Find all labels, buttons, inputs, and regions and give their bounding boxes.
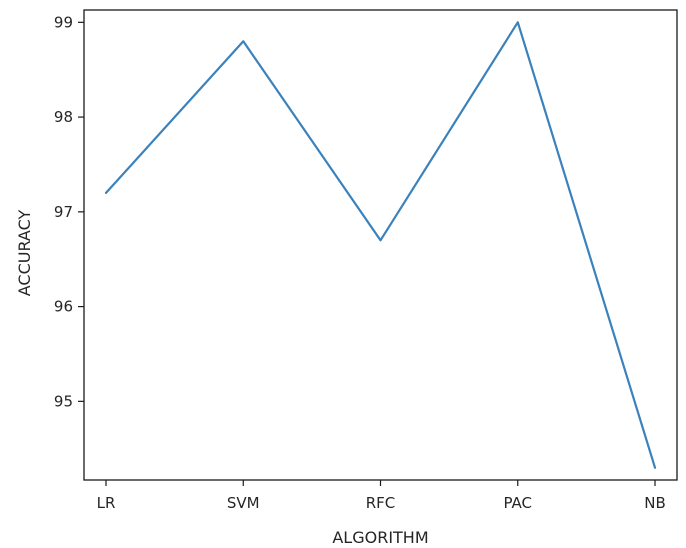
- y-axis-ticks: 95 96 97 98 99: [54, 13, 84, 410]
- y-tick-label: 98: [54, 108, 73, 126]
- x-axis-ticks: LR SVM RFC PAC NB: [97, 480, 666, 512]
- series-line-accuracy: [104, 21, 657, 469]
- x-tick-label: PAC: [503, 494, 532, 512]
- x-tick-label: NB: [644, 494, 666, 512]
- y-tick-label: 97: [54, 203, 73, 221]
- x-tick-label: LR: [97, 494, 116, 512]
- y-tick-label: 95: [54, 392, 73, 410]
- y-axis-label: ACCURACY: [15, 210, 34, 297]
- x-axis-label: ALGORITHM: [332, 528, 428, 547]
- y-tick-label: 99: [54, 13, 73, 31]
- x-tick-label: SVM: [227, 494, 260, 512]
- plot-frame: [83, 9, 678, 481]
- y-tick-label: 96: [54, 298, 73, 316]
- x-tick-label: RFC: [366, 494, 396, 512]
